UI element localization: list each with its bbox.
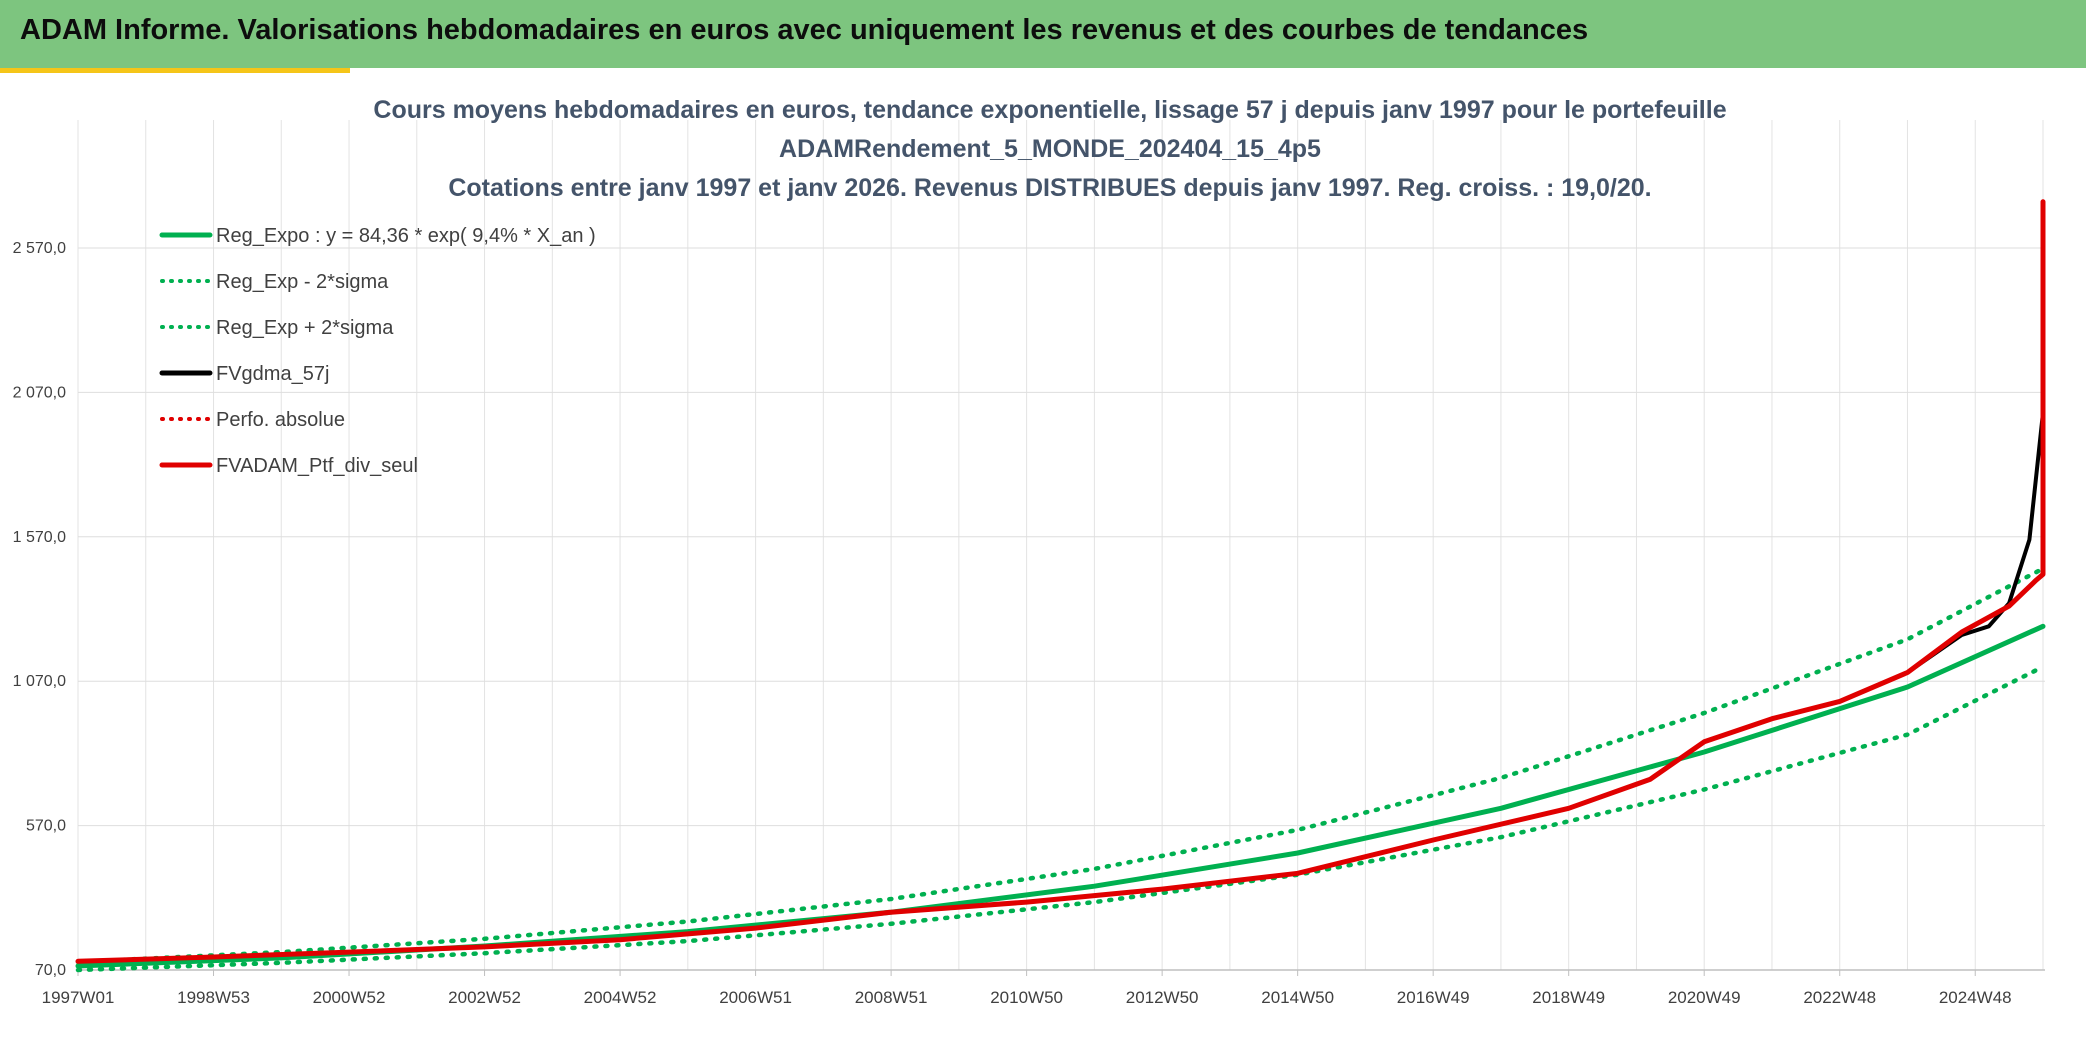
x-tick-label: 2022W48 [1803,988,1876,1007]
axes: 70,0 570,0 1 070,0 1 570,0 2 070,0 2 570,0 199… [13,240,2045,1007]
x-tick-label: 1998W53 [177,988,250,1007]
x-tick-label: 2018W49 [1532,988,1605,1007]
page-title: ADAM Informe. Valorisations hebdomadaire… [20,14,1589,46]
legend-label: Reg_Exp + 2*sigma [216,317,394,339]
accent-bar [0,68,350,73]
legend-label: Reg_Expo : y = 84,36 * exp( 9,4% * X_an … [216,225,596,247]
legend: Reg_Expo : y = 84,36 * exp( 9,4% * X_an … [159,225,596,477]
chart-background [0,73,2086,1043]
x-tick-label: 2014W50 [1261,988,1334,1007]
x-tick-label: 2006W51 [719,988,792,1007]
x-tick-label: 2004W52 [584,988,657,1007]
series [75,199,2046,973]
x-tick-label: 2020W49 [1668,988,1741,1007]
y-tick-label: 2 570,0 [13,240,66,257]
x-tick-label: 2024W48 [1939,988,2012,1007]
x-tick-label: 2012W50 [1126,988,1199,1007]
legend-label: FVgdma_57j [216,363,329,385]
legend-label: FVADAM_Ptf_div_seul [216,455,418,477]
x-tick-label: 2016W49 [1397,988,1470,1007]
y-tick-label: 1 570,0 [13,529,66,546]
chart-title-line-3: Cotations entre janv 1997 et janv 2026. … [448,174,1651,202]
header-bar: ADAM Informe. Valorisations hebdomadaire… [0,0,2086,68]
series-line-reg-exp-2-sigma [75,566,2046,965]
chart-title: Cours moyens hebdomadaires en euros, ten… [373,96,1726,202]
x-tick-label: 2002W52 [448,988,521,1007]
x-tick-label: 2008W51 [855,988,928,1007]
y-tick-label: 570,0 [26,818,66,835]
series-line-fvadam-ptf-div-seul [75,199,2046,964]
x-tick-label: 1997W01 [42,988,115,1007]
grid [77,120,2045,971]
x-tick-label: 2010W50 [990,988,1063,1007]
chart-title-line-1: Cours moyens hebdomadaires en euros, ten… [373,96,1726,124]
legend-label: Reg_Exp - 2*sigma [216,271,389,293]
x-tick-label: 2000W52 [313,988,386,1007]
legend-label: Perfo. absolue [216,409,345,431]
y-tick-label: 70,0 [35,962,66,979]
series-line-reg-exp-2-sigma [75,664,2046,973]
chart-title-line-2: ADAMRendement_5_MONDE_202404_15_4p5 [779,135,1321,163]
y-tick-label: 2 070,0 [13,384,66,401]
y-tick-label: 1 070,0 [13,673,66,690]
